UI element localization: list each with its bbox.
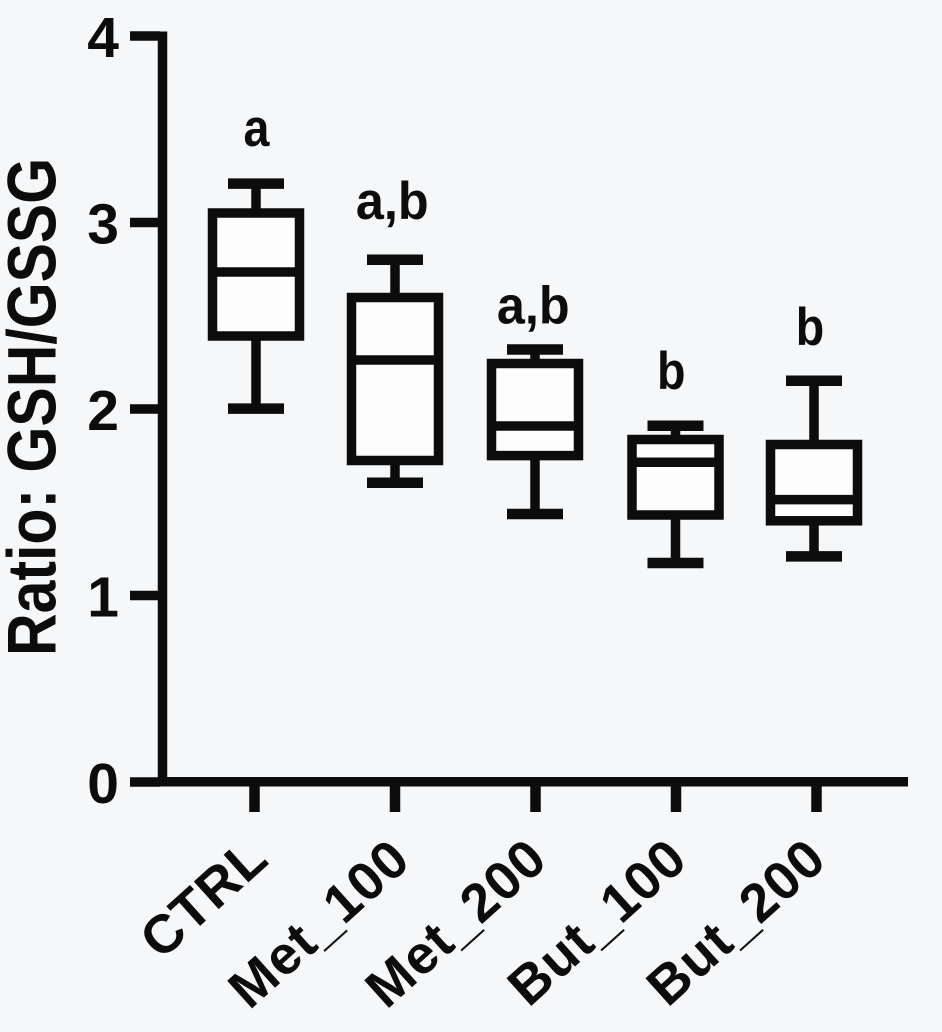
- svg-text:a: a: [244, 98, 271, 157]
- svg-text:a,b: a,b: [497, 276, 570, 335]
- svg-text:2: 2: [87, 379, 119, 443]
- svg-text:0: 0: [87, 752, 119, 816]
- svg-text:b: b: [657, 341, 685, 400]
- svg-text:3: 3: [87, 193, 119, 257]
- svg-text:b: b: [796, 297, 824, 356]
- svg-text:Ratio: GSH/GSSG: Ratio: GSH/GSSG: [0, 158, 70, 656]
- svg-text:4: 4: [87, 6, 119, 70]
- svg-text:a,b: a,b: [356, 171, 429, 230]
- svg-text:1: 1: [87, 566, 119, 630]
